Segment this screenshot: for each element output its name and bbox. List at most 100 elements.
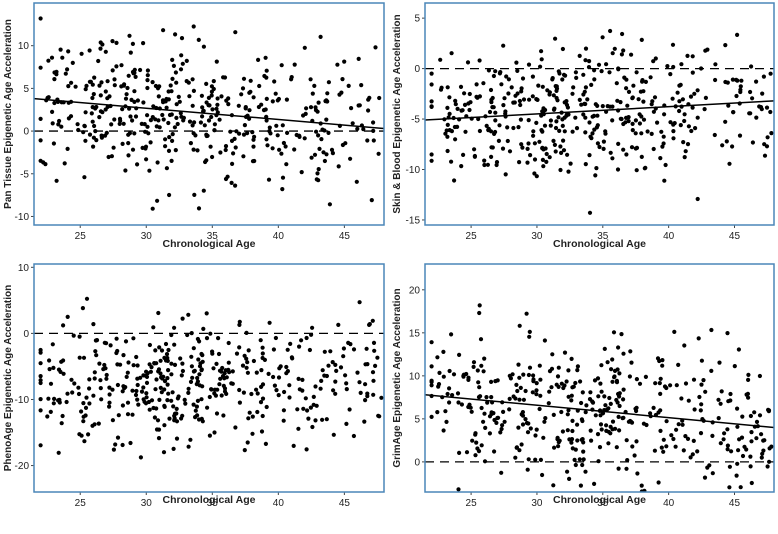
skin-blood-point [586,65,592,70]
pan-tissue-point [76,127,81,133]
phenoage-point [92,376,97,381]
phenoage-point [162,379,168,384]
pan-tissue-point [83,87,88,92]
grimage-point [581,457,586,462]
skin-blood-point [438,57,443,62]
skin-blood-point [505,125,510,130]
phenoage-ytick-label-0: 0 [23,329,29,340]
pan-tissue-point [66,116,71,121]
pan-tissue-point [266,177,272,182]
skin-blood-point [671,129,676,134]
grimage-point [621,387,626,392]
phenoage-point [331,432,336,437]
grimage-point [525,430,531,435]
grimage-point [754,436,759,441]
pan-tissue-point [50,109,55,114]
skin-blood-point [619,52,625,57]
pan-tissue-point [160,112,165,118]
grimage-point [443,409,448,414]
grimage-point [566,368,571,373]
skin-blood-point [501,43,506,48]
pan-tissue-point [52,100,57,106]
pan-tissue-point [191,147,196,152]
phenoage-point [320,417,325,422]
grimage-point [602,394,607,399]
phenoage-point [61,323,66,328]
phenoage-point [82,439,87,444]
phenoage-point [174,411,179,416]
phenoage-point [212,391,217,396]
pan-tissue-point [335,62,340,67]
skin-blood-point [621,121,626,127]
pan-tissue-point [106,154,111,160]
grimage-point [595,376,601,381]
pan-tissue-point [211,79,216,84]
skin-blood-point [525,146,530,151]
phenoage-point [164,352,170,357]
grimage-point [688,455,693,460]
grimage-point [449,332,454,337]
skin-blood-point [559,150,564,155]
pan-tissue-point [371,138,376,143]
grimage-point [757,413,763,418]
pan-tissue-point [83,138,88,143]
phenoage-point [114,336,119,341]
pan-tissue-point [326,80,331,85]
phenoage-point [155,418,161,423]
grimage-point [555,374,561,379]
phenoage-point [260,345,265,350]
skin-blood-point [748,89,753,95]
skin-blood-point [594,125,600,130]
phenoage-xtick-label-35: 35 [207,498,219,509]
phenoage-point [123,339,129,344]
pan-tissue-point [129,97,134,102]
grimage-point [519,502,523,506]
pan-tissue-point [174,115,179,120]
skin-blood-point [528,153,533,158]
pan-tissue-point [217,117,222,122]
pan-tissue-point [109,122,114,127]
grimage-point [447,386,452,391]
skin-blood-point [589,82,594,87]
grimage-point [718,441,723,446]
pan-tissue-point [125,85,130,91]
pan-tissue-point [119,84,124,89]
phenoage-point [188,379,194,384]
grimage-point [598,422,604,427]
phenoage-point [204,311,209,316]
skin-blood-point [449,51,454,56]
skin-blood-point [668,120,673,125]
skin-blood-point [530,74,536,79]
phenoage-point [136,402,141,407]
phenoage-point [83,405,89,410]
skin-blood-point [445,148,450,154]
skin-blood-point [453,137,458,142]
grimage-point [767,459,772,464]
grimage-point [477,310,482,316]
skin-blood-point [662,112,667,117]
skin-blood-point [583,58,588,63]
pan-tissue-point [359,83,364,88]
grimage-point [674,383,679,388]
phenoage-point [171,404,176,409]
pan-tissue-point [199,93,204,98]
skin-blood-point [531,133,536,138]
skin-blood-point [429,71,434,76]
phenoage-point [186,386,191,391]
grimage-point [575,438,580,443]
skin-blood-point [506,91,511,96]
phenoage-point [271,347,276,352]
phenoage-point [97,361,102,366]
skin-blood-point [500,146,506,151]
skin-blood-point [760,91,765,96]
grimage-point [499,470,504,475]
skin-blood-point [618,116,623,121]
skin-blood-point [638,89,644,94]
phenoage-point [200,353,205,358]
grimage-point [602,346,607,351]
phenoage-point [125,370,130,375]
phenoage-point [47,358,52,363]
phenoage-point [237,345,242,350]
skin-blood-point [626,89,632,94]
grimage-point [476,380,481,385]
